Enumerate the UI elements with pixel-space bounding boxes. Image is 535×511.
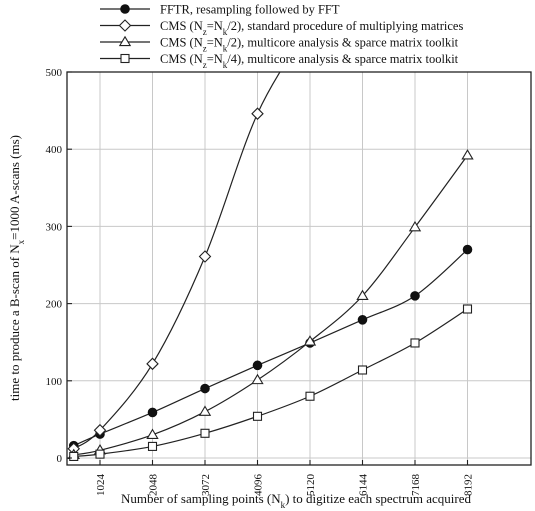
filled-circle-marker — [252, 360, 263, 371]
subscript: k — [223, 27, 228, 37]
y-tick-label: 500 — [46, 67, 63, 79]
y-tick-label: 400 — [46, 144, 63, 156]
series-line — [73, 72, 281, 450]
series-open-square — [69, 304, 473, 462]
filled-circle-marker — [357, 315, 368, 325]
open-triangle-marker — [356, 289, 369, 301]
series-group — [67, 72, 474, 462]
series-open-diamond — [67, 72, 281, 456]
open-triangle-marker — [461, 149, 474, 160]
open-square-marker — [357, 365, 368, 375]
y-tick-label: 200 — [46, 299, 63, 311]
subscript: k — [223, 60, 228, 70]
text-part: /2), multicore analysis & sparce matrix … — [227, 36, 458, 50]
text-part: FFTR, resampling followed by FFT — [160, 3, 340, 17]
x-tick-label: 4096 — [253, 474, 265, 497]
legend-item: FFTR, resampling followed by FFT — [100, 3, 340, 17]
text-part: CMS (N — [160, 19, 203, 33]
filled-circle-marker — [200, 383, 210, 394]
legend-label: CMS (Nz=Nk/2), standard procedure of mul… — [160, 19, 463, 37]
open-square-marker — [69, 451, 79, 462]
grid — [67, 71, 531, 465]
y-tick-label: 0 — [57, 453, 63, 465]
open-diamond-marker — [146, 357, 159, 371]
filled-circle-marker — [410, 291, 420, 301]
series-line — [73, 308, 468, 458]
open-square-marker — [252, 411, 263, 421]
text-part: CMS (N — [160, 52, 203, 66]
x-tick-label: 8192 — [463, 474, 475, 496]
legend-item: CMS (Nz=Nk/2), standard procedure of mul… — [100, 19, 463, 37]
open-triangle-marker — [251, 373, 264, 385]
text-part: =N — [207, 36, 223, 50]
open-square-marker — [200, 428, 210, 438]
subscript: k — [281, 500, 286, 510]
open-square-marker — [410, 338, 420, 348]
subscript: x — [16, 239, 26, 244]
series-open-triangle — [67, 149, 474, 460]
open-square-marker — [147, 441, 158, 451]
open-triangle-marker — [303, 335, 317, 346]
open-triangle-marker — [146, 428, 159, 439]
x-axis: 1024 2048 3072 4096 5120 6144 7168 8192 — [95, 460, 475, 496]
legend-item: CMS (Nz=Nk/2), multicore analysis & spar… — [100, 36, 459, 54]
x-tick-label: 5120 — [305, 474, 317, 497]
open-triangle-marker — [408, 220, 422, 232]
y-axis-label: time to produce a B-scan of Nx=1000 A-sc… — [7, 135, 26, 401]
subscript: z — [203, 44, 207, 54]
x-tick-label: 2048 — [148, 474, 160, 497]
legend-label: FFTR, resampling followed by FFT — [160, 3, 340, 17]
text-part: CMS (N — [160, 36, 203, 50]
plot-frame — [66, 71, 532, 466]
legend-item: CMS (Nz=Nk/4), multicore analysis & spar… — [100, 52, 459, 70]
open-square-marker — [120, 53, 130, 64]
open-triangle-marker — [198, 405, 212, 416]
series-line — [73, 155, 468, 456]
subscript: z — [203, 27, 207, 37]
open-diamond-marker — [93, 423, 107, 437]
open-square-marker — [95, 449, 105, 459]
open-diamond-marker — [251, 107, 264, 120]
text-part: time to produce a B-scan of N — [7, 244, 22, 401]
x-tick-label: 6144 — [358, 474, 370, 497]
text-part: /4), multicore analysis & sparce matrix … — [227, 52, 458, 66]
legend-label: CMS (Nz=Nk/2), multicore analysis & spar… — [160, 36, 459, 54]
filled-circle-marker — [147, 407, 158, 418]
subscript: k — [223, 44, 228, 54]
x-axis-label: Number of sampling points (Nk) to digiti… — [121, 491, 471, 510]
series-line — [73, 249, 468, 447]
open-diamond-marker — [118, 19, 132, 32]
open-square-marker — [305, 391, 315, 401]
x-tick-label: 1024 — [95, 474, 107, 497]
text-part: ) to digitize each spectrum acquired — [285, 491, 471, 506]
y-tick-label: 100 — [46, 376, 63, 388]
text-part: =N — [207, 52, 223, 66]
open-diamond-marker — [198, 250, 212, 263]
x-tick-label: 3072 — [200, 474, 212, 496]
x-tick-label: 7168 — [410, 474, 422, 497]
y-axis: 0 100 200 300 400 500 — [46, 67, 72, 465]
text-part: =N — [207, 19, 223, 33]
filled-circle-marker — [120, 4, 130, 14]
text-part: /2), standard procedure of multiplying m… — [227, 19, 463, 33]
legend-label: CMS (Nz=Nk/4), multicore analysis & spar… — [160, 52, 459, 70]
y-tick-label: 300 — [46, 221, 63, 233]
open-triangle-marker — [118, 35, 132, 47]
text-part: =1000 A-scans (ms) — [7, 135, 22, 240]
subscript: z — [203, 60, 207, 70]
series-filled-circle — [68, 244, 473, 451]
open-square-marker — [462, 304, 473, 314]
filled-circle-marker — [462, 244, 473, 255]
text-part: Number of sampling points (N — [121, 491, 281, 506]
